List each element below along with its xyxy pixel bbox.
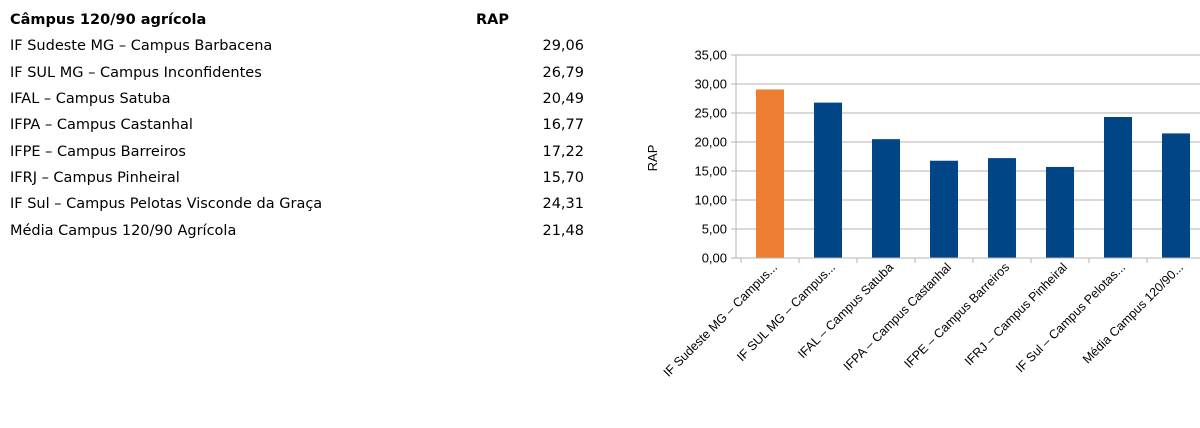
axes <box>735 55 1200 263</box>
header-rap: RAP <box>476 12 510 29</box>
bar <box>814 102 842 258</box>
bar <box>1104 117 1132 258</box>
gridlines <box>731 54 1200 259</box>
y-tick-label: 5,00 <box>702 222 727 237</box>
cell-campus-name: IFRJ – Campus Pinheiral <box>10 169 180 186</box>
x-tick-label: IF SUL MG – Campus... <box>734 260 838 364</box>
cell-rap-value: 24,31 <box>542 196 584 213</box>
x-tick-label: IFAL – Campus Satuba <box>795 260 896 361</box>
cell-campus-name: IF Sudeste MG – Campus Barbacena <box>10 38 273 55</box>
table-row: IFAL – Campus Satuba 20,49 <box>10 86 590 112</box>
y-tick-label: 25,00 <box>694 106 727 121</box>
cell-campus-name: IF Sul – Campus Pelotas Visconde da Graç… <box>10 196 323 213</box>
x-tick-label: IF Sudeste MG – Campus... <box>661 260 780 379</box>
bar <box>930 160 958 258</box>
cell-rap-value: 21,48 <box>542 222 584 239</box>
cell-campus-name: Média Campus 120/90 Agrícola <box>10 222 237 239</box>
y-tick-label: 30,00 <box>694 77 727 92</box>
table-row: IFRJ – Campus Pinheiral 15,70 <box>10 165 590 191</box>
y-tick-label: 20,00 <box>694 135 727 150</box>
table-row: IF Sul – Campus Pelotas Visconde da Graç… <box>10 191 590 217</box>
table-row: IFPA – Campus Castanhal 16,77 <box>10 112 590 138</box>
cell-rap-value: 15,70 <box>542 169 584 186</box>
y-tick-label: 10,00 <box>694 193 727 208</box>
x-tick-label: IF Sul – Campus Pelotas... <box>1013 260 1128 375</box>
data-table: Câmpus 120/90 agrícola RAP IF Sudeste MG… <box>10 7 590 244</box>
x-tick-label: IFRJ – Campus Pinheiral <box>962 260 1070 368</box>
y-tick-label: 0,00 <box>702 251 727 266</box>
cell-campus-name: IFPA – Campus Castanhal <box>10 117 193 134</box>
table-row: Média Campus 120/90 Agrícola 21,48 <box>10 217 590 243</box>
y-axis-label: RAP <box>645 145 660 172</box>
x-tick-label: Média Campus 120/90... <box>1080 260 1186 366</box>
bar <box>1162 133 1190 258</box>
y-tick-labels: 0,00 5,00 10,00 15,00 20,00 25,00 30,00 35,00 <box>694 48 727 266</box>
bars <box>756 89 1190 259</box>
y-tick-label: 35,00 <box>694 48 727 63</box>
table-row: IF SUL MG – Campus Inconfidentes 26,79 <box>10 60 590 86</box>
rap-bar-chart: 0,00 5,00 10,00 15,00 20,00 25,00 30,00 35,00 I… <box>645 48 1200 380</box>
cell-rap-value: 26,79 <box>542 64 584 81</box>
bar <box>1046 166 1074 258</box>
x-tick-labels: IF Sudeste MG – Campus...IF SUL MG – Cam… <box>661 260 1186 379</box>
table-header-row: Câmpus 120/90 agrícola RAP <box>10 7 590 33</box>
y-tick-label: 15,00 <box>694 164 727 179</box>
x-tick-label: IFPE – Campus Barreiros <box>902 260 1013 371</box>
cell-campus-name: IFPE – Campus Barreiros <box>10 143 186 160</box>
cell-rap-value: 17,22 <box>542 143 584 160</box>
bar <box>756 89 784 259</box>
table-row: IF Sudeste MG – Campus Barbacena 29,06 <box>10 33 590 59</box>
cell-rap-value: 29,06 <box>542 38 584 55</box>
x-tick-label: IFPA – Campus Castanhal <box>841 260 954 373</box>
table-row: IFPE – Campus Barreiros 17,22 <box>10 138 590 164</box>
bar <box>872 139 900 258</box>
cell-campus-name: IFAL – Campus Satuba <box>10 91 171 108</box>
bar <box>988 158 1016 258</box>
header-campus: Câmpus 120/90 agrícola <box>10 12 207 29</box>
cell-campus-name: IF SUL MG – Campus Inconfidentes <box>10 64 262 81</box>
cell-rap-value: 16,77 <box>542 117 584 134</box>
cell-rap-value: 20,49 <box>542 91 584 108</box>
